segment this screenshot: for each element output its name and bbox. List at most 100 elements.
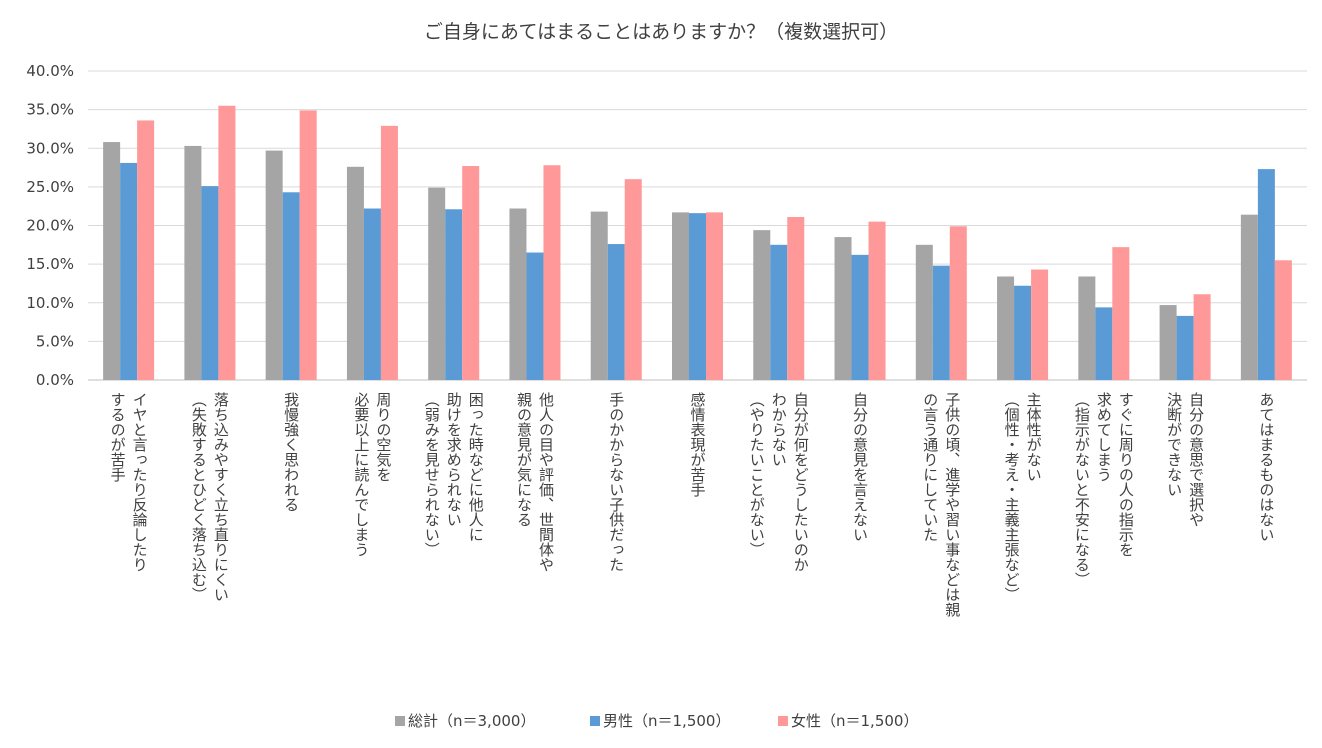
bar-male [120, 162, 138, 380]
bar-male [363, 208, 381, 380]
category-label: 手のかからない子供だった [607, 392, 625, 572]
bar-total [915, 244, 933, 380]
bar-total [103, 142, 121, 380]
bars [103, 105, 1292, 381]
category-label-line: （指示がないと不安になる） [1073, 392, 1091, 587]
bar-female [218, 105, 236, 380]
bar-total [509, 208, 527, 380]
bar-total [753, 230, 771, 380]
bar-total [1240, 214, 1258, 380]
bar-female [380, 125, 398, 380]
bar-female [706, 212, 723, 380]
category-label-line: 手のかからない子供だった [607, 392, 625, 572]
y-tick-label: 40.0% [26, 62, 74, 80]
category-label-line: 決断ができない [1165, 392, 1183, 497]
bar-total [997, 276, 1015, 380]
bar-total [590, 211, 608, 380]
chart-title: ご自身にあてはまることはありますか？（複数選択可） [424, 21, 898, 43]
bar-male [851, 254, 869, 380]
category-label-line: 自分の意見を言えない [851, 392, 869, 542]
y-tick-label: 20.0% [26, 217, 74, 235]
category-label-line: （弱みを見せられない） [423, 392, 441, 557]
bar-female [787, 217, 805, 380]
bar-female [1193, 294, 1211, 380]
legend-label: 女性（n＝1,500） [791, 712, 918, 730]
bar-male [1176, 315, 1194, 380]
legend-swatch [778, 716, 788, 726]
bar-female [462, 166, 480, 380]
category-label-line: 自分の意思で選択や [1187, 392, 1205, 527]
bar-male [445, 209, 463, 380]
category-label-line: 主体性がない [1025, 392, 1043, 482]
category-label-line: あてはまるものはない [1257, 392, 1275, 542]
bar-male [932, 265, 950, 380]
bar-male [1257, 169, 1275, 380]
category-label: あてはまるものはない [1257, 392, 1275, 542]
category-label-line: 感情表現が苦手 [689, 392, 707, 498]
bar-male [201, 186, 219, 380]
category-label-line: 他人の目や評価、世間体や [537, 392, 555, 572]
category-label-line: イヤと言ったり反論したり [131, 392, 149, 572]
bar-female [543, 165, 561, 380]
category-label-line: の言う通りにしていた [921, 392, 939, 542]
bar-male [607, 244, 625, 380]
y-tick-label: 30.0% [26, 139, 74, 157]
category-label-line: するのが苦手 [109, 392, 127, 483]
category-label-line: 助けを求められない [445, 392, 463, 527]
category-label-line: （個性・考え・主義主張など） [1003, 392, 1021, 602]
bar-female [137, 120, 155, 380]
bar-total [1078, 276, 1096, 380]
y-tick-label: 10.0% [26, 294, 74, 312]
bar-female [624, 179, 642, 380]
y-tick-label: 15.0% [26, 255, 74, 273]
category-label: 感情表現が苦手 [689, 392, 707, 498]
category-label-line: 必要以上に読んでしまう [352, 392, 370, 557]
bar-female [1112, 247, 1130, 380]
bar-total [346, 166, 364, 380]
category-label-line: 困った時などに他人に [467, 392, 485, 542]
bar-total [834, 237, 852, 380]
category-label: 落ち込みやすく立ち直りにくい（失敗するとひどく落ち込む） [190, 392, 230, 602]
bar-male [282, 192, 300, 380]
y-tick-label: 35.0% [26, 101, 74, 119]
legend-swatch [590, 716, 600, 726]
legend-label: 総計（n＝3,000） [408, 712, 535, 730]
category-label-line: すぐに周りの人の指示を [1117, 392, 1135, 557]
bar-total [184, 145, 202, 380]
bar-female [1274, 260, 1292, 380]
category-label-line: 周りの空気を [374, 392, 392, 482]
legend: 総計（n＝3,000） 男性（n＝1,500） 女性（n＝1,500） [395, 712, 918, 730]
bar-male [1014, 285, 1032, 380]
category-label-line: 我慢強く思われる [282, 392, 300, 512]
category-label-line: （やりたいことがない） [748, 392, 766, 557]
bar-female [299, 110, 317, 381]
bar-male [689, 213, 706, 380]
bar-male [1095, 307, 1113, 380]
category-label-line: わからない [770, 392, 788, 467]
legend-label: 男性（n＝1,500） [603, 712, 730, 730]
y-tick-label: 5.0% [36, 332, 74, 350]
bar-total [428, 187, 446, 380]
y-axis-ticks: 0.0% 5.0% 10.0% 15.0% 20.0% 25.0% 30.0% 35.0% 40… [26, 62, 74, 389]
category-label-line: （失敗するとひどく落ち込む） [190, 392, 208, 602]
category-label-line: 自分が何をどうしたいのか [792, 392, 810, 572]
category-label-line: 親の意見が気になる [515, 392, 533, 527]
bar-female [1031, 269, 1049, 380]
category-label: 主体性がない（個性・考え・主義主張など） [1003, 392, 1043, 602]
bar-male [526, 252, 544, 380]
y-tick-label: 0.0% [36, 371, 74, 389]
bar-total [1159, 305, 1177, 380]
bar-total [265, 150, 283, 380]
legend-swatch [395, 716, 405, 726]
